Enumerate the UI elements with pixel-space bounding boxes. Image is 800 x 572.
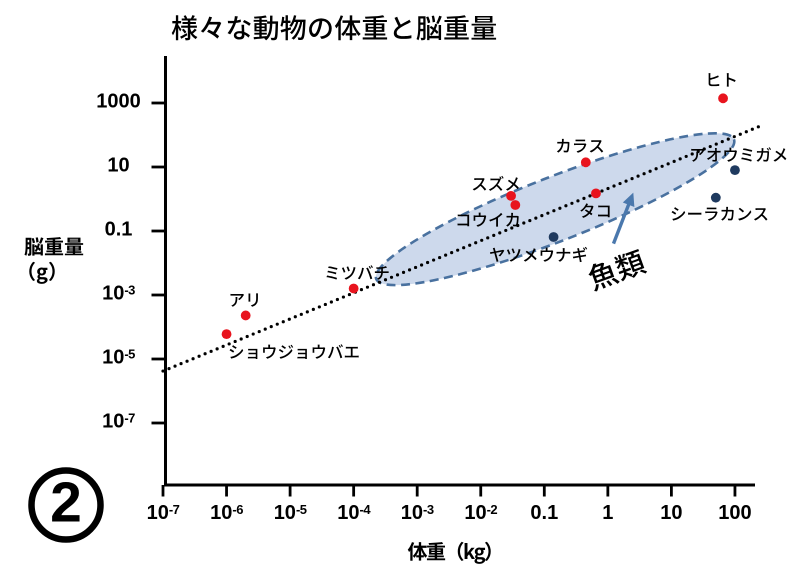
point-コウイカ [510, 200, 521, 210]
tick-exponent: -3 [124, 282, 135, 297]
trend-line [161, 122, 766, 373]
point-アリ [240, 310, 251, 321]
point-label-ヒト: ヒト [705, 66, 738, 91]
point-タコ [591, 188, 601, 199]
data-points [221, 93, 740, 339]
tick-exponent: -4 [359, 502, 371, 517]
x-tick-label: 10-7 [146, 502, 180, 524]
point-label-カラス: カラス [555, 133, 605, 157]
x-tick-label: 10-4 [337, 502, 371, 524]
point-label-シーラカンス: シーラカンス [670, 201, 769, 225]
x-tick-label: 10-2 [464, 502, 498, 524]
point-ショウジョウバエ [221, 329, 232, 339]
x-tick-label: 10-5 [273, 502, 307, 524]
tick-exponent: -5 [124, 346, 135, 361]
y-tick-label: 1000 [96, 90, 141, 112]
point-label-ヤツメウナギ: ヤツメウナギ [489, 241, 588, 266]
tick-exponent: -2 [486, 502, 498, 517]
point-スズメ [506, 190, 516, 201]
tick-exponent: -6 [232, 502, 243, 517]
point-label-アオウミガメ: アオウミガメ [689, 141, 789, 166]
y-tick-label: 10-5 [102, 346, 135, 368]
point-label-アリ: アリ [228, 287, 262, 311]
point-label-ミツバチ: ミツバチ [324, 260, 390, 284]
axes [151, 56, 755, 497]
tick-exponent: -7 [124, 410, 135, 425]
figure-badge-ring [28, 467, 104, 543]
x-axis-title: 体重（kg） [407, 536, 504, 565]
y-tick-label: 0.1 [104, 218, 133, 240]
point-シーラカンス [710, 192, 721, 203]
point-ヒト [718, 93, 728, 104]
x-tick-label: 10-6 [210, 502, 243, 524]
y-tick-label: 10-7 [102, 410, 135, 432]
y-tick-label: 10 [107, 154, 130, 176]
fish-arrow-shaft [611, 201, 632, 245]
point-アオウミガメ [730, 165, 740, 176]
x-tick-label: 100 [718, 502, 752, 524]
x-tick-label: 0.1 [530, 502, 559, 524]
point-label-タコ: タコ [579, 197, 612, 222]
x-tick-label: 10 [660, 502, 683, 524]
fish-arrow-head [622, 192, 635, 207]
x-tick-label: 10-3 [400, 502, 434, 524]
figure-number: 2 [50, 470, 82, 535]
point-カラス [580, 157, 591, 168]
x-tick-label: 1 [602, 502, 614, 524]
point-label-コウイカ: コウイカ [455, 207, 521, 231]
tick-exponent: -5 [295, 502, 307, 517]
y-axis-title: 脳重量 （g） [16, 231, 84, 283]
point-label-スズメ: スズメ [471, 171, 521, 195]
figure-badge-circle [28, 467, 104, 543]
fish-arrow [611, 192, 635, 245]
point-ミツバチ [348, 283, 359, 294]
tick-exponent: -3 [423, 502, 434, 517]
tick-exponent: -7 [168, 502, 180, 517]
y-axis-title-line2: （g） [16, 256, 68, 285]
fish-group-ellipse [374, 131, 736, 287]
y-tick-label: 10-3 [102, 282, 135, 304]
chart-title: 様々な動物の体重と脳重量 [171, 7, 498, 46]
point-label-ショウジョウバエ: ショウジョウバエ [228, 338, 360, 363]
point-ヤツメウナギ [548, 232, 559, 242]
y-axis-title-line1: 脳重量 [24, 231, 84, 260]
